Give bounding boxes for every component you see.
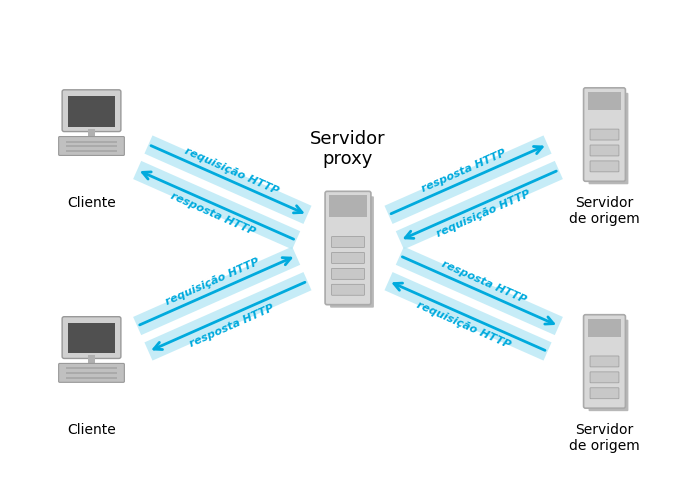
Bar: [65, 377, 118, 379]
Polygon shape: [133, 247, 300, 335]
FancyBboxPatch shape: [583, 88, 626, 182]
FancyBboxPatch shape: [590, 161, 619, 172]
Bar: [88, 356, 95, 366]
FancyBboxPatch shape: [325, 191, 371, 305]
FancyBboxPatch shape: [331, 252, 365, 263]
FancyBboxPatch shape: [589, 320, 628, 411]
Bar: [65, 368, 118, 370]
FancyBboxPatch shape: [590, 129, 619, 140]
Text: Servidor
de origem: Servidor de origem: [569, 423, 640, 453]
Bar: [587, 319, 622, 337]
Polygon shape: [144, 272, 312, 361]
Polygon shape: [144, 135, 312, 224]
Bar: [65, 140, 118, 142]
Text: resposta HTTP: resposta HTTP: [420, 147, 508, 194]
Bar: [65, 372, 118, 374]
Bar: [587, 92, 622, 110]
FancyBboxPatch shape: [590, 388, 619, 399]
Bar: [68, 323, 115, 354]
FancyBboxPatch shape: [58, 136, 125, 155]
Text: requisição HTTP: requisição HTTP: [184, 145, 280, 196]
Text: Cliente: Cliente: [67, 196, 116, 210]
Bar: [68, 96, 115, 126]
Bar: [65, 150, 118, 152]
FancyBboxPatch shape: [331, 284, 365, 295]
FancyBboxPatch shape: [583, 314, 626, 408]
FancyBboxPatch shape: [590, 356, 619, 367]
FancyBboxPatch shape: [62, 316, 121, 359]
Text: resposta HTTP: resposta HTTP: [439, 259, 527, 305]
FancyBboxPatch shape: [62, 90, 121, 131]
FancyBboxPatch shape: [331, 268, 365, 279]
FancyBboxPatch shape: [330, 196, 374, 308]
Bar: [65, 145, 118, 147]
Text: requisição HTTP: requisição HTTP: [164, 256, 261, 307]
Polygon shape: [133, 161, 300, 249]
Bar: [88, 128, 95, 138]
Text: resposta HTTP: resposta HTTP: [188, 302, 276, 349]
Text: Servidor
proxy: Servidor proxy: [310, 129, 386, 169]
FancyBboxPatch shape: [590, 372, 619, 383]
Text: Servidor
de origem: Servidor de origem: [569, 196, 640, 226]
Polygon shape: [396, 247, 563, 335]
Polygon shape: [384, 135, 552, 224]
Polygon shape: [384, 272, 552, 361]
FancyBboxPatch shape: [331, 237, 365, 248]
FancyBboxPatch shape: [589, 93, 628, 185]
Text: resposta HTTP: resposta HTTP: [169, 191, 257, 237]
Text: Cliente: Cliente: [67, 423, 116, 437]
FancyBboxPatch shape: [58, 364, 125, 382]
Text: requisição HTTP: requisição HTTP: [435, 189, 532, 240]
Text: requisição HTTP: requisição HTTP: [416, 300, 512, 351]
Bar: [329, 195, 367, 217]
Polygon shape: [396, 161, 563, 249]
FancyBboxPatch shape: [590, 145, 619, 156]
